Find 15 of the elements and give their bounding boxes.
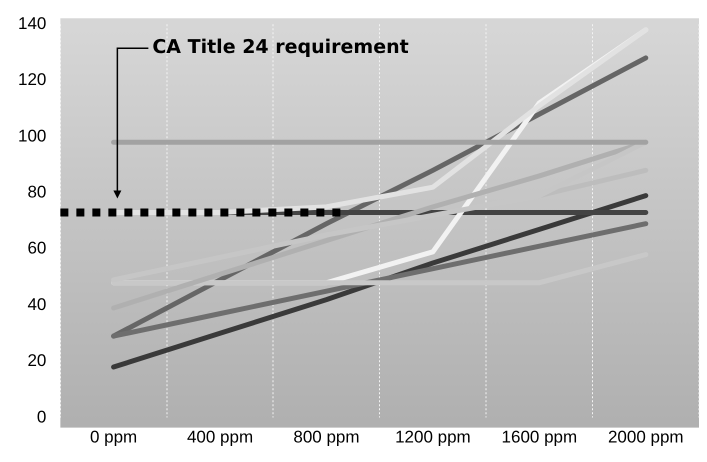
y-tick-label: 80 — [27, 182, 46, 202]
y-tick-label: 120 — [18, 70, 46, 90]
y-tick-label: 100 — [18, 126, 46, 146]
x-tick-label: 800 ppm — [293, 427, 360, 446]
y-tick-label: 20 — [27, 351, 46, 370]
x-tick-label: 400 ppm — [186, 427, 254, 446]
y-tick-label: 0 — [36, 407, 46, 426]
y-tick-label: 140 — [18, 14, 46, 33]
y-tick-label: 60 — [27, 238, 46, 258]
x-tick-label: 2000 ppm — [608, 427, 684, 446]
y-tick-label: 40 — [27, 294, 46, 314]
x-tick-label: 1200 ppm — [395, 427, 471, 446]
x-tick-label: 0 ppm — [90, 427, 138, 446]
x-tick-label: 1600 ppm — [502, 427, 578, 446]
ref-line-label: CA Title 24 requirement — [152, 36, 409, 58]
